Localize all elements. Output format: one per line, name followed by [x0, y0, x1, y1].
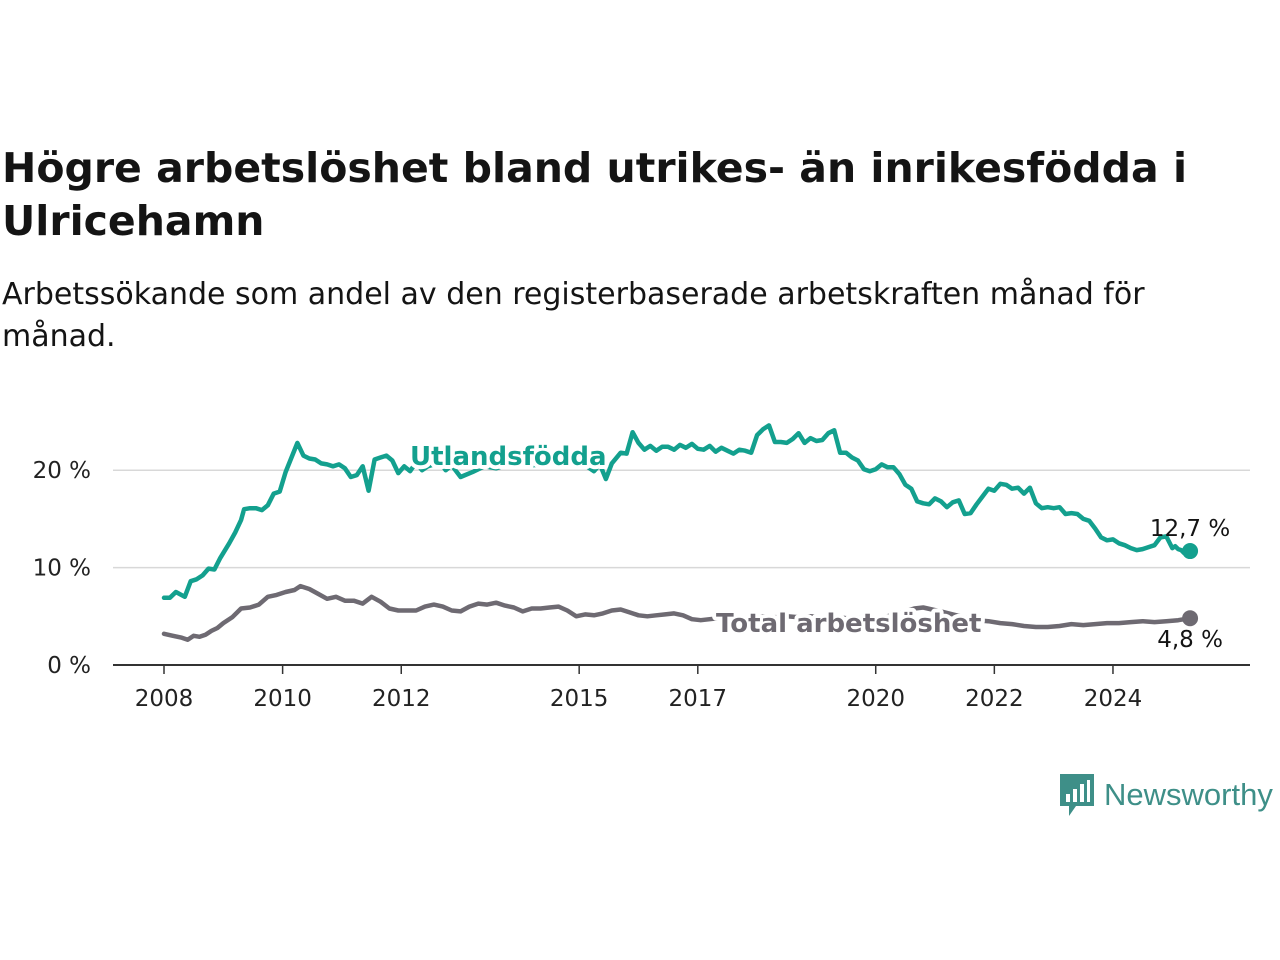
end-label-total-arbetsloshet: 4,8 % — [1157, 627, 1223, 653]
x-tick-label: 2012 — [372, 686, 431, 712]
chart-subtitle: Arbetssökande som andel av den registerb… — [2, 277, 1145, 354]
x-axis: 2008 2010 2012 2015 2017 2020 2022 2024 — [113, 664, 1250, 712]
end-dot-utlandsfodda — [1182, 543, 1199, 560]
y-axis-tick-labels: 0 % 10 % 20 % — [33, 458, 91, 679]
y-tick-label: 10 % — [33, 556, 91, 582]
x-tick-label: 2022 — [965, 686, 1024, 712]
y-tick-label: 0 % — [47, 653, 91, 679]
brand-name: Newsworthy — [1104, 777, 1273, 812]
series-label-utlandsfodda: Utlandsfödda — [410, 442, 607, 472]
newsworthy-logo[interactable]: Newsworthy — [1058, 772, 1273, 818]
x-tick-label: 2015 — [550, 686, 609, 712]
line-total-arbetsloshet — [161, 583, 1193, 642]
series-label-total-arbetsloshet: Total arbetslöshet — [716, 609, 981, 639]
line-utlandsfodda — [161, 423, 1193, 601]
grid-lines — [113, 469, 1250, 569]
series-labels: Utlandsfödda Total arbetslöshet 12,7 % 4,8 … — [406, 438, 1230, 653]
chart-title: Högre arbetslöshet bland utrikes- än inr… — [2, 144, 1187, 245]
end-dot-total-arbetsloshet — [1182, 610, 1199, 627]
x-tick-label: 2020 — [846, 686, 905, 712]
y-tick-label: 20 % — [33, 458, 91, 484]
x-tick-label: 2017 — [669, 686, 728, 712]
x-tick-label: 2010 — [253, 686, 312, 712]
x-tick-label: 2024 — [1084, 686, 1143, 712]
newsworthy-logo-icon — [1060, 774, 1094, 816]
series-lines — [161, 423, 1193, 642]
end-label-utlandsfodda: 12,7 % — [1150, 516, 1230, 542]
x-tick-label: 2008 — [135, 686, 194, 712]
